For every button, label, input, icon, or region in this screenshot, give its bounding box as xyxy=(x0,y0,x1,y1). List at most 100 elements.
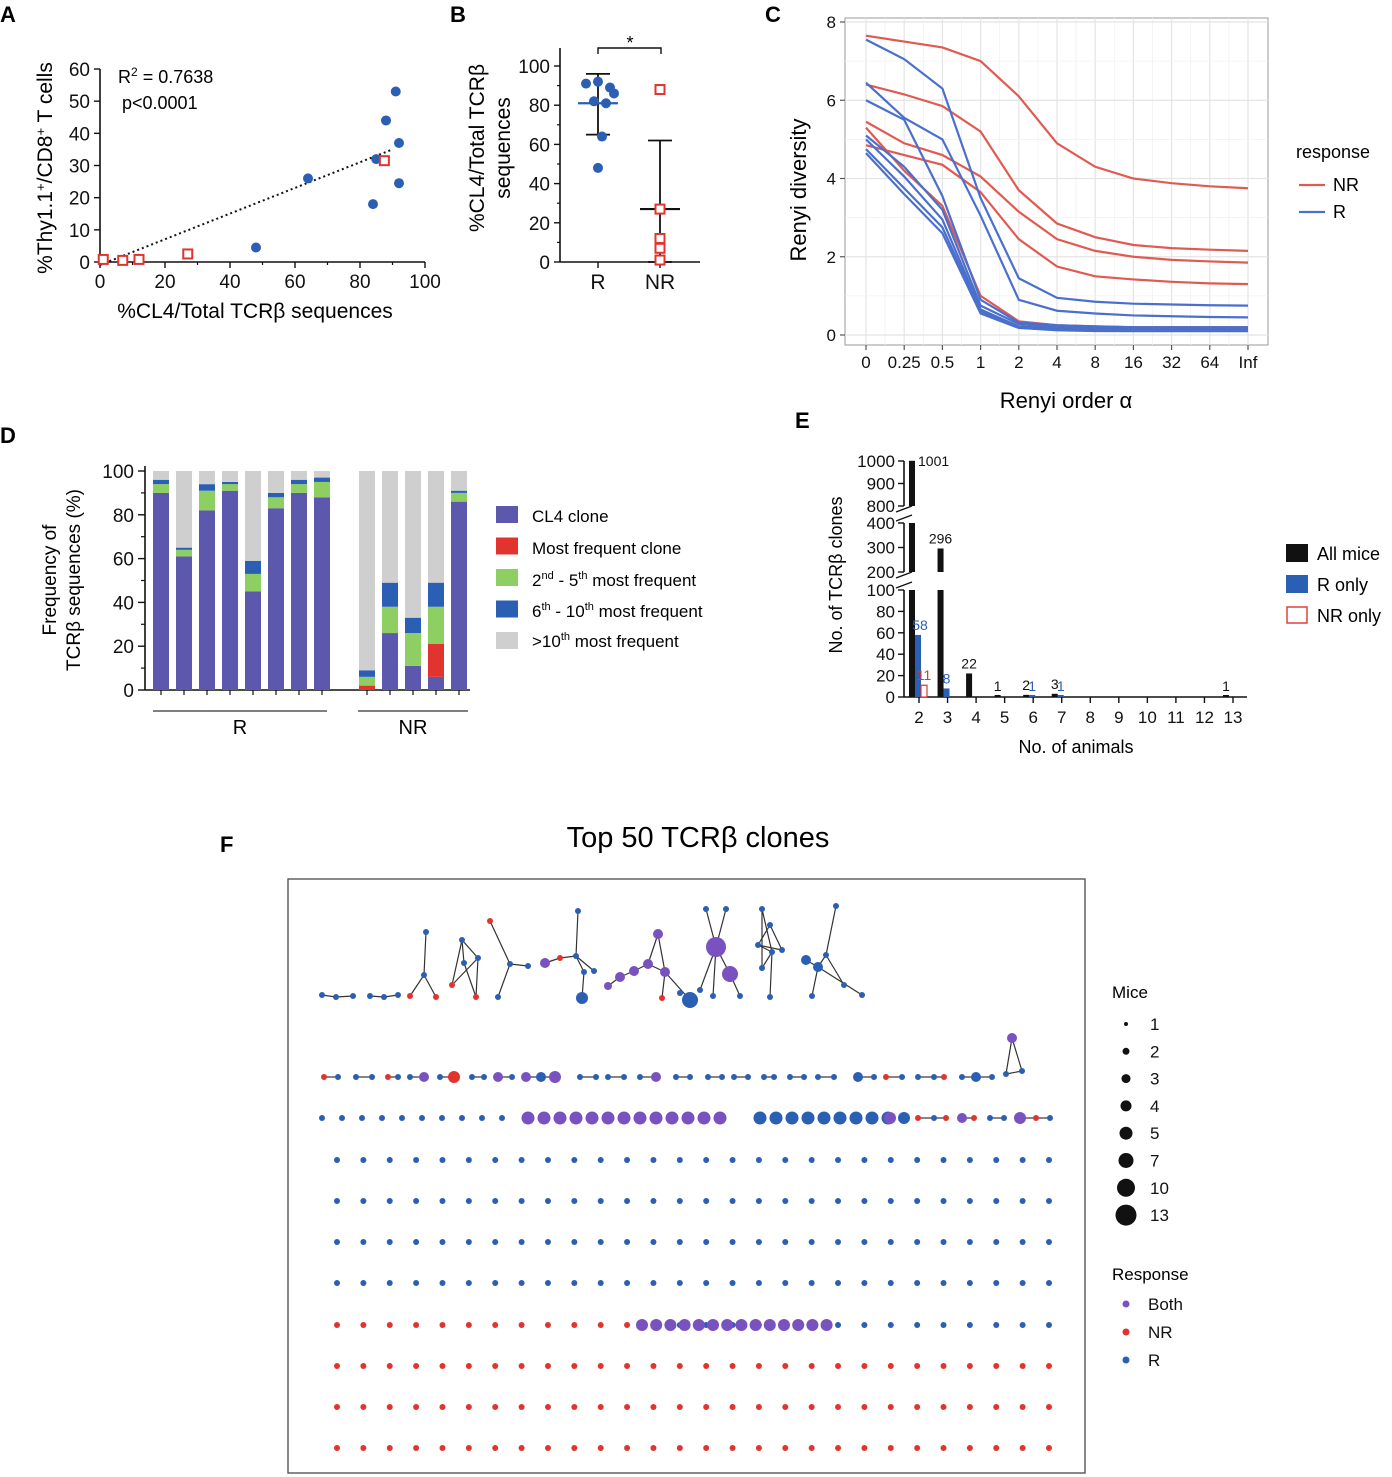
f-grid-node xyxy=(360,1198,367,1204)
d-y-tick-label: 80 xyxy=(113,506,134,527)
panel-f-network: Top 50 TCRβ clones 1 2 Mice Response 123… xyxy=(287,822,1189,1474)
e-y-tick-label: 60 xyxy=(876,624,895,643)
f-single-node-r xyxy=(379,1115,385,1121)
c-x-axis-label: Renyi order α xyxy=(1000,388,1133,413)
f-pair-node xyxy=(915,1115,921,1121)
b-point-nr xyxy=(654,242,666,254)
e-y-tick-label: 100 xyxy=(867,581,895,600)
f-pair-node xyxy=(673,1074,679,1080)
a-point-r xyxy=(381,115,391,126)
f-grid-node xyxy=(676,1280,683,1286)
e-bar xyxy=(909,590,915,697)
f-network-node-mixed xyxy=(423,929,429,935)
f-large-node-both xyxy=(713,1111,727,1125)
f-network-edge xyxy=(451,957,479,986)
f-grid-node xyxy=(729,1404,736,1410)
f-grid-node xyxy=(544,1322,551,1328)
f-pair-node xyxy=(771,1074,777,1080)
f-grid-node xyxy=(914,1322,921,1328)
a-point-nr xyxy=(133,253,145,265)
f-network-node-mixed xyxy=(433,994,439,1000)
f-grid-node xyxy=(861,1445,868,1451)
f-network-node-mixed xyxy=(461,960,467,966)
d-bar-segment xyxy=(314,497,330,690)
d-bar-segment xyxy=(176,556,192,690)
d-y-tick-label: 40 xyxy=(113,593,134,614)
f-grid-node xyxy=(729,1445,736,1451)
f-grid-node xyxy=(518,1198,525,1204)
f-grid-large-node-both xyxy=(820,1319,833,1331)
f-pair-node xyxy=(353,1074,359,1080)
f-large-node-r xyxy=(769,1111,783,1125)
f-grid-node xyxy=(861,1404,868,1410)
f-network-edge xyxy=(463,962,477,998)
f-network-node-mixed xyxy=(629,966,639,976)
d-bar-segment xyxy=(405,617,421,634)
f-large-node-both xyxy=(521,1111,535,1125)
d-bar-segment xyxy=(451,492,467,502)
f-color-legend-label: Both xyxy=(1148,1295,1183,1314)
f-grid-node xyxy=(861,1198,868,1204)
d-bar-segment xyxy=(382,471,398,583)
f-grid-node xyxy=(571,1157,578,1163)
c-legend-title: response xyxy=(1296,142,1370,162)
f-grid-node xyxy=(544,1239,551,1245)
f-size-legend-label: 2 xyxy=(1150,1042,1159,1061)
f-grid-node xyxy=(360,1239,367,1245)
f-grid-node xyxy=(492,1445,499,1451)
f-network-node-mixed xyxy=(1019,1068,1025,1074)
d-bar-segment xyxy=(176,549,192,557)
f-grid-node xyxy=(518,1445,525,1451)
d-bar-segment xyxy=(382,606,398,634)
d-bar-segment xyxy=(314,477,330,482)
f-pair-node xyxy=(899,1074,905,1080)
f-network-node-mixed xyxy=(1007,1033,1017,1043)
f-grid-node xyxy=(887,1198,894,1204)
f-pair-node xyxy=(687,1074,693,1080)
f-grid-node xyxy=(597,1157,604,1163)
f-grid-node xyxy=(624,1157,631,1163)
f-network-node-r xyxy=(813,962,823,972)
d-bar-segment xyxy=(405,633,421,666)
f-pair-node xyxy=(369,1074,375,1080)
f-grid-node xyxy=(492,1404,499,1410)
f-grid-node xyxy=(914,1157,921,1163)
f-pair-node xyxy=(593,1074,599,1080)
f-grid-node xyxy=(413,1157,420,1163)
c-line-nr xyxy=(865,34,1249,190)
b-y-tick-label: 60 xyxy=(529,135,550,156)
f-grid-node xyxy=(729,1239,736,1245)
f-grid-node xyxy=(887,1239,894,1245)
d-bar-segment xyxy=(359,670,375,677)
a-x-tick-label: 60 xyxy=(284,272,305,293)
f-pair-node xyxy=(787,1074,793,1080)
e-x-tick-label: 13 xyxy=(1224,708,1243,727)
f-single-node-r xyxy=(319,1115,325,1121)
f-grid-node xyxy=(808,1157,815,1163)
f-pair-node xyxy=(448,1071,460,1083)
f-pair-node xyxy=(959,1074,965,1080)
f-network-node-mixed xyxy=(703,906,709,912)
d-legend-swatch xyxy=(496,569,518,586)
e-x-tick-label: 10 xyxy=(1138,708,1157,727)
d-y-tick-label: 0 xyxy=(123,681,134,702)
f-grid-node xyxy=(492,1322,499,1328)
d-bar-segment xyxy=(359,471,375,671)
f-network-node-r xyxy=(381,994,387,1000)
f-grid-node xyxy=(544,1280,551,1286)
f-network-edge xyxy=(761,951,773,969)
f-pair-node xyxy=(469,1074,475,1080)
f-grid-node xyxy=(1046,1157,1052,1163)
f-pair-node xyxy=(853,1072,863,1082)
f-grid-node xyxy=(703,1198,710,1204)
f-network-node-r xyxy=(767,922,773,928)
f-grid-node xyxy=(571,1404,578,1410)
f-grid-node xyxy=(465,1445,472,1451)
f-network-edge xyxy=(461,939,479,959)
e-x-axis-label: No. of animals xyxy=(1018,737,1133,757)
f-network-node-mixed xyxy=(737,993,743,999)
f-grid-node xyxy=(360,1445,367,1451)
c-line-r xyxy=(865,152,1248,333)
f-pair-node xyxy=(335,1074,341,1080)
c-line-nr xyxy=(865,120,1249,264)
